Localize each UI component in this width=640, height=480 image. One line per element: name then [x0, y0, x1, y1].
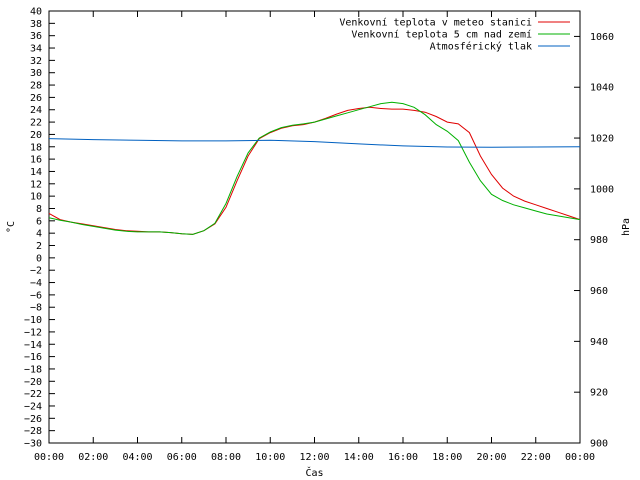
y-tick-label: 30: [30, 68, 42, 79]
y-tick-label: −28: [24, 426, 42, 437]
ticks-layer: [48, 10, 581, 444]
y2-tick-label: 980: [590, 235, 608, 246]
y2-tick-label: 1020: [590, 134, 614, 145]
y2-tick-label: 1060: [590, 32, 614, 43]
y-tick-label: 12: [30, 179, 42, 190]
y-tick-label: 28: [30, 81, 42, 92]
y-tick-label: 6: [36, 216, 42, 227]
y-tick-label: 34: [30, 44, 42, 55]
x-tick-label: 12:00: [299, 452, 329, 463]
y-tick-label: 40: [30, 7, 42, 18]
y-tick-label: −22: [24, 389, 42, 400]
x-tick-label: 06:00: [167, 452, 197, 463]
y-tick-label: 26: [30, 93, 42, 104]
y-tick-label: 16: [30, 155, 42, 166]
y2-axis-label: hPa: [621, 218, 632, 236]
y2-tick-label: 900: [590, 439, 608, 450]
y-tick-label: 22: [30, 118, 42, 129]
y2-tick-label: 960: [590, 286, 608, 297]
legend-label-3: Atmosférický tlak: [430, 41, 532, 53]
y-tick-label: −12: [24, 327, 42, 338]
y-tick-label: 8: [36, 204, 42, 215]
y-tick-label: 38: [30, 19, 42, 30]
y-tick-label: −18: [24, 364, 42, 375]
legend: Venkovní teplota v meteo staniciVenkovní…: [339, 17, 570, 53]
y-tick-label: 32: [30, 56, 42, 67]
y-tick-label: 36: [30, 31, 42, 42]
y-tick-label: −24: [24, 401, 42, 412]
y2-tick-label: 1000: [590, 184, 614, 195]
y-tick-label: 24: [30, 105, 42, 116]
legend-label-2: Venkovní teplota 5 cm nad zemí: [351, 29, 532, 41]
series-line-3: [48, 138, 581, 148]
y-tick-label: −6: [30, 290, 42, 301]
y-tick-label: −4: [30, 278, 42, 289]
y-axis-label: °C: [6, 221, 17, 233]
x-tick-label: 22:00: [521, 452, 551, 463]
tick-labels-layer: 4038363432302826242220181614121086420−2−…: [24, 7, 614, 464]
y-tick-label: −14: [24, 340, 42, 351]
y-tick-label: 10: [30, 192, 42, 203]
y-tick-label: 20: [30, 130, 42, 141]
x-tick-label: 14:00: [344, 452, 374, 463]
x-tick-label: 02:00: [78, 452, 108, 463]
y-tick-label: 4: [36, 229, 42, 240]
y-tick-label: −8: [30, 303, 42, 314]
legend-label-1: Venkovní teplota v meteo stanici: [339, 17, 532, 29]
y2-tick-label: 920: [590, 388, 608, 399]
x-tick-label: 10:00: [255, 452, 285, 463]
y-tick-label: 14: [30, 167, 42, 178]
y-tick-label: −20: [24, 377, 42, 388]
y-tick-label: 18: [30, 142, 42, 153]
y2-tick-label: 940: [590, 337, 608, 348]
y-tick-label: −30: [24, 439, 42, 450]
series-layer: [48, 101, 581, 235]
x-tick-label: 04:00: [122, 452, 152, 463]
x-tick-label: 16:00: [388, 452, 418, 463]
y-tick-label: 2: [36, 241, 42, 252]
series-line-2: [48, 101, 581, 235]
y-tick-label: −2: [30, 266, 42, 277]
y-tick-label: −10: [24, 315, 42, 326]
x-tick-label: 18:00: [432, 452, 462, 463]
y2-tick-label: 1040: [590, 83, 614, 94]
x-tick-label: 00:00: [34, 452, 64, 463]
x-tick-label: 20:00: [476, 452, 506, 463]
y-tick-label: −16: [24, 352, 42, 363]
x-tick-label: 00:00: [565, 452, 595, 463]
y-tick-label: −26: [24, 414, 42, 425]
y-tick-label: 0: [36, 253, 42, 264]
x-tick-label: 08:00: [211, 452, 241, 463]
x-axis-label: Čas: [305, 466, 323, 479]
